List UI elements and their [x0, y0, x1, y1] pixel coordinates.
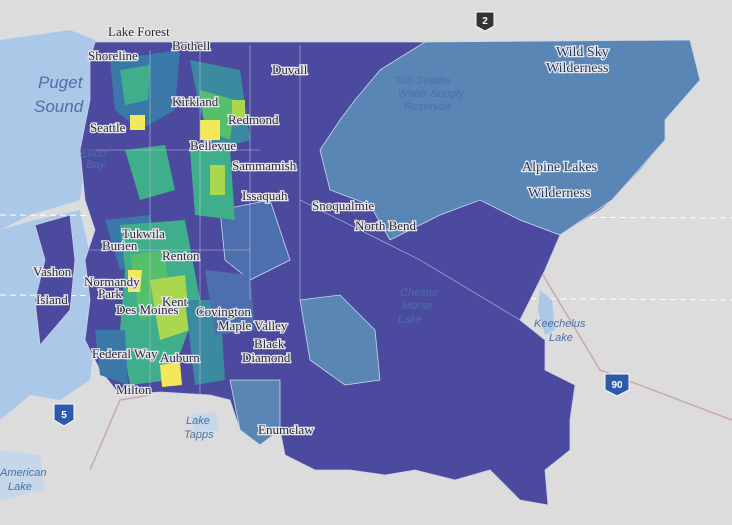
place-label: Redmond — [228, 112, 279, 127]
place-label: Duvall — [272, 62, 308, 77]
place-label: Des Moines — [116, 302, 178, 317]
place-label: Issaquah — [242, 188, 288, 203]
place-label: Shoreline — [88, 48, 138, 63]
water-label: Morse — [402, 300, 433, 312]
place-label: Diamond — [242, 350, 291, 365]
shield-label: 2 — [482, 16, 488, 27]
shield — [475, 11, 495, 32]
lake — [538, 290, 555, 335]
place-label: Tukwila — [122, 226, 165, 241]
place-label: Black — [254, 336, 285, 351]
area-label: Wild Sky — [556, 45, 609, 60]
place-label: Maple Valley — [218, 318, 288, 333]
water-label: Chester — [400, 287, 440, 299]
place-label: Kirkland — [172, 94, 219, 109]
water-label: Lake — [8, 481, 32, 493]
area-label: Alpine Lakes — [522, 160, 597, 175]
place-label: Bothell — [172, 38, 211, 53]
place-label: Sammamish — [232, 158, 297, 173]
place-label: Kent — [162, 294, 188, 309]
region — [95, 330, 128, 385]
place-label: Covington — [196, 304, 251, 319]
place-label: Lake Forest — [108, 24, 170, 39]
place-label: Auburn — [160, 350, 200, 365]
place-label: Vashon — [33, 264, 72, 279]
boundary — [90, 45, 521, 395]
water-label: Lake — [549, 332, 573, 344]
region — [205, 270, 255, 335]
vashon — [34, 214, 76, 346]
region — [130, 115, 145, 130]
region — [229, 379, 281, 446]
water-label: Tolt-Seattle — [395, 75, 450, 87]
water-label: American — [0, 467, 46, 479]
place-label: Milton — [116, 382, 152, 397]
area-label: Wilderness — [546, 61, 608, 76]
region — [319, 39, 701, 241]
water-label: Lake — [186, 415, 210, 427]
place-label: North Bend — [355, 218, 417, 233]
place-label: Burien — [102, 238, 138, 253]
place-label: Bellevue — [190, 138, 236, 153]
water-label: Elliott — [80, 148, 108, 160]
place-label: Park — [98, 286, 122, 301]
region — [210, 165, 225, 195]
region — [128, 270, 142, 292]
water-label: Reservoir — [404, 101, 452, 113]
place-label: Seattle — [90, 120, 126, 135]
lake — [190, 412, 220, 432]
region — [160, 362, 182, 387]
area-label: Wilderness — [528, 186, 590, 201]
region — [200, 120, 220, 140]
place-label: Renton — [162, 248, 200, 263]
shield-label: 5 — [61, 410, 67, 421]
place-label: Normandy — [84, 274, 140, 289]
water-label: Tapps — [184, 429, 214, 441]
water-label: Puget — [38, 73, 84, 92]
road — [89, 269, 732, 471]
water-label: Sound — [34, 97, 84, 116]
water-label: Lake — [398, 314, 422, 326]
water — [0, 450, 45, 500]
water-label: Water Supply — [398, 88, 465, 100]
shield-label: 90 — [611, 380, 623, 391]
place-label: Federal Way — [92, 346, 158, 361]
water-label: Keechelus — [534, 318, 586, 330]
place-label: Island — [36, 292, 68, 307]
shield — [604, 373, 630, 397]
region — [299, 294, 381, 386]
water-label: Bay — [86, 159, 106, 171]
place-label: Enumclaw — [258, 422, 314, 437]
region — [120, 65, 150, 105]
region — [150, 275, 190, 340]
shield — [53, 403, 75, 427]
region — [232, 100, 245, 118]
region — [219, 199, 291, 281]
place-label: Snoqualmie — [312, 198, 374, 213]
